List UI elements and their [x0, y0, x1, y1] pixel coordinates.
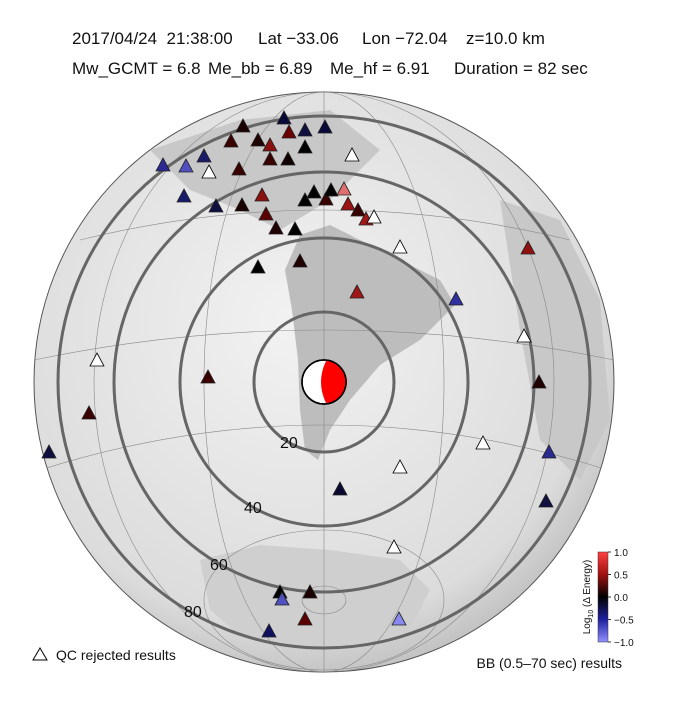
station [235, 118, 251, 133]
header-lat: Lat −33.06 [258, 29, 339, 48]
station [349, 284, 365, 299]
station [274, 591, 290, 606]
beachball [301, 359, 347, 405]
station [350, 202, 366, 217]
colorbar-tick-label: 0.5 [614, 571, 628, 582]
station [366, 209, 382, 224]
colorbar-title: Log10 (Δ Energy) [582, 560, 595, 635]
colorbar-tick-label: 0.0 [614, 593, 628, 604]
station [250, 132, 266, 147]
colorbar-title-main: Log [582, 618, 593, 635]
station [281, 124, 297, 139]
station [391, 611, 407, 626]
station [297, 122, 313, 137]
colorbar-title-sub: 10 [588, 610, 595, 618]
station [541, 444, 557, 459]
station [276, 110, 292, 125]
colorbar-tick-label: −1.0 [614, 638, 634, 649]
header-date: 2017/04/24 21:38:00 [72, 29, 233, 48]
station [200, 369, 216, 384]
ring-labels: 20 40 60 80 [184, 435, 298, 621]
header-depth: z=10.0 km [466, 29, 545, 48]
station [201, 164, 217, 179]
station [340, 196, 356, 211]
station [531, 374, 547, 389]
station [176, 188, 192, 203]
header-duration: Duration = 82 sec [454, 59, 588, 78]
ring-label: 60 [210, 557, 228, 574]
station [250, 259, 266, 274]
station [448, 291, 464, 306]
station [306, 184, 322, 199]
station [386, 539, 402, 554]
station [89, 352, 105, 367]
station [155, 157, 171, 172]
station [332, 481, 348, 496]
station [231, 161, 247, 176]
station [297, 139, 313, 154]
ring-label: 20 [280, 435, 298, 452]
legend-bb: BB (0.5–70 sec) results [476, 655, 622, 671]
colorbar: 1.0 0.5 0.0 −0.5 −1.0 Log10 (Δ Energy) BB (0… [476, 548, 634, 671]
header-mw: Mw_GCMT = 6.8 [72, 59, 201, 78]
station [336, 181, 352, 196]
station [323, 182, 339, 197]
header-mehf: Me_hf = 6.91 [330, 59, 430, 78]
station [223, 133, 239, 148]
station [287, 221, 303, 236]
station [318, 191, 334, 206]
station [280, 151, 296, 166]
station [302, 584, 318, 599]
station [520, 240, 536, 255]
station [81, 405, 97, 420]
ring-label: 80 [184, 604, 202, 621]
distance-rings [56, 114, 592, 650]
station [196, 148, 212, 163]
station [262, 137, 278, 152]
station [178, 158, 194, 173]
station [538, 493, 554, 508]
station [208, 198, 224, 213]
station [297, 611, 313, 626]
station [254, 187, 270, 202]
globe: 20 40 60 80 [33, 91, 615, 673]
station [475, 435, 491, 450]
colorbar-tick-label: 1.0 [614, 548, 628, 559]
station [261, 623, 277, 638]
station [262, 151, 278, 166]
station [317, 119, 333, 134]
station [234, 197, 250, 212]
colorbar-tick-label: −0.5 [614, 616, 634, 627]
station [41, 444, 57, 459]
colorbar-title-rest: (Δ Energy) [582, 560, 593, 610]
ring-label: 40 [244, 500, 262, 517]
legend-qc: QC rejected results [56, 647, 176, 663]
station [268, 220, 284, 235]
header-lon: Lon −72.04 [362, 29, 448, 48]
station [258, 206, 274, 221]
station [292, 253, 308, 268]
station [344, 147, 360, 162]
qc-legend: QC rejected results [32, 647, 176, 663]
station [392, 459, 408, 474]
station [516, 328, 532, 343]
station [297, 192, 313, 207]
header-mebb: Me_bb = 6.89 [208, 59, 312, 78]
station [392, 239, 408, 254]
stations [41, 110, 557, 638]
header: 2017/04/24 21:38:00 Lat −33.06 Lon −72.0… [72, 29, 588, 78]
